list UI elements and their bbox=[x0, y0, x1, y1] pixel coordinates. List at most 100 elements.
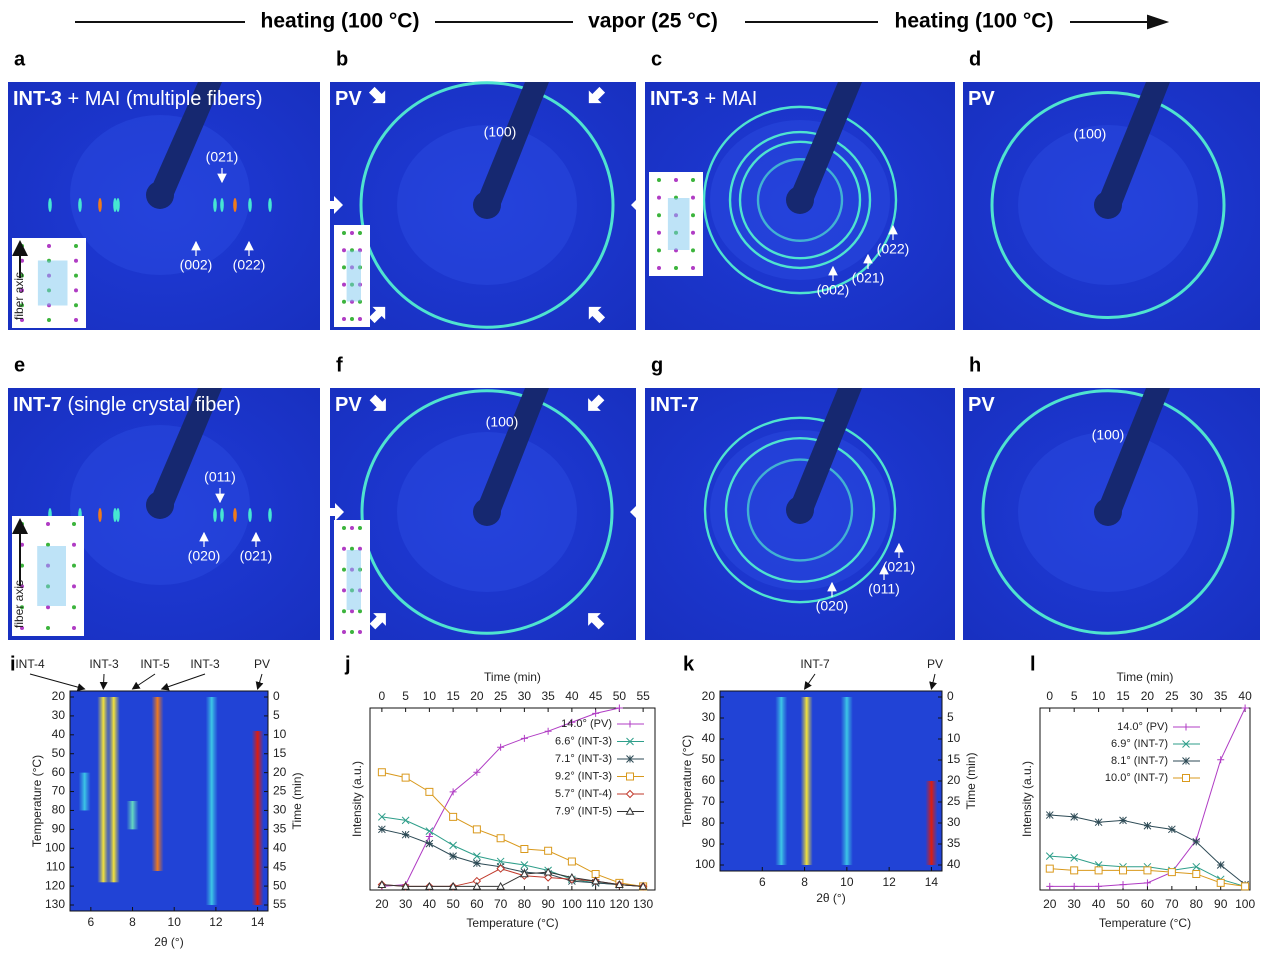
detector-image bbox=[963, 82, 1260, 330]
y2-axis-label: Time (min) bbox=[290, 773, 304, 830]
x2-tick-label: 40 bbox=[565, 689, 579, 703]
data-point bbox=[1045, 864, 1054, 873]
legend-marker bbox=[626, 772, 634, 781]
atom bbox=[342, 609, 346, 614]
panel-title-main: INT-7 bbox=[13, 394, 62, 416]
legend-label: 14.0° (PV) bbox=[561, 718, 612, 730]
indicator-arrow bbox=[631, 196, 650, 214]
peak-pointer bbox=[255, 673, 264, 690]
reflection-label: (021) bbox=[852, 270, 885, 286]
atom bbox=[74, 273, 78, 278]
y-axis-label: Intensity (a.u.) bbox=[1020, 761, 1034, 837]
atom bbox=[47, 318, 51, 322]
peak-pointer bbox=[160, 673, 206, 691]
data-point bbox=[1045, 811, 1054, 819]
beam-stop bbox=[788, 82, 862, 204]
data-point bbox=[567, 872, 577, 881]
legend-label: 5.7° (INT-4) bbox=[555, 788, 612, 800]
panel-title-main: PV bbox=[335, 394, 362, 416]
beam-stop-center bbox=[786, 496, 814, 524]
diffraction-ring bbox=[728, 130, 872, 270]
detector-image bbox=[8, 388, 320, 640]
atom bbox=[350, 317, 354, 321]
atom bbox=[657, 178, 661, 182]
fiber-reflection bbox=[116, 198, 120, 212]
data-point bbox=[520, 861, 529, 869]
x-tick-label: 30 bbox=[399, 897, 413, 911]
panel-title: PV bbox=[968, 88, 995, 110]
atom bbox=[72, 563, 76, 568]
atom bbox=[358, 231, 362, 235]
indicator-arrow bbox=[630, 503, 649, 521]
atom bbox=[72, 626, 76, 630]
panel-title: PV bbox=[335, 394, 362, 416]
data-point bbox=[401, 830, 410, 839]
beam-stop bbox=[788, 388, 862, 514]
y2-axis-label: Time (min) bbox=[964, 753, 978, 810]
heatmap-background bbox=[720, 691, 942, 871]
data-point bbox=[448, 881, 458, 890]
atom bbox=[74, 318, 78, 322]
x2-tick-label: 0 bbox=[379, 689, 386, 703]
y2-tick-label: 30 bbox=[947, 815, 961, 829]
data-point bbox=[544, 846, 553, 855]
reflection-label: (020) bbox=[188, 548, 221, 564]
legend-marker bbox=[1182, 723, 1190, 731]
panel-title-main: PV bbox=[335, 88, 362, 110]
legend-marker bbox=[625, 789, 635, 799]
legend-label: 10.0° (INT-7) bbox=[1105, 772, 1168, 784]
data-point bbox=[1192, 837, 1201, 846]
panel-letter: b bbox=[336, 48, 348, 70]
panel-title: INT-3 + MAI bbox=[650, 88, 757, 110]
x2-tick-label: 20 bbox=[1141, 689, 1155, 703]
data-point bbox=[425, 881, 434, 890]
beam-stop bbox=[148, 82, 222, 199]
data-point bbox=[1046, 882, 1054, 890]
panel-letter: l bbox=[1030, 653, 1036, 675]
atom bbox=[350, 609, 354, 614]
data-point bbox=[449, 841, 457, 850]
panel-letter: g bbox=[651, 354, 663, 376]
panel-title: PV bbox=[335, 88, 362, 110]
peak-label: INT-3 bbox=[89, 657, 119, 671]
atom bbox=[342, 630, 346, 634]
indicator-arrow bbox=[368, 306, 386, 324]
atom bbox=[74, 288, 78, 293]
data-point bbox=[1143, 821, 1152, 830]
data-point bbox=[377, 880, 387, 888]
legend-label: 7.1° (INT-3) bbox=[555, 753, 612, 765]
diffraction-ring bbox=[746, 458, 854, 562]
data-point bbox=[1119, 881, 1127, 889]
atom bbox=[342, 265, 346, 270]
data-point bbox=[496, 834, 505, 843]
reflection-label: (100) bbox=[484, 124, 517, 140]
x2-tick-label: 5 bbox=[402, 689, 409, 703]
data-point bbox=[591, 869, 600, 878]
y-tick-label: 20 bbox=[702, 689, 716, 703]
x2-tick-label: 45 bbox=[589, 689, 603, 703]
peak-label: PV bbox=[254, 657, 270, 671]
beam-stop-center bbox=[146, 181, 174, 209]
panel-letter: a bbox=[14, 48, 26, 70]
indicator-arrow bbox=[588, 86, 606, 104]
data-point bbox=[615, 880, 624, 888]
indicator-arrow bbox=[588, 613, 605, 630]
atom bbox=[342, 567, 346, 572]
heatmap-band bbox=[840, 697, 853, 865]
x-tick-label: 10 bbox=[168, 915, 182, 929]
y-tick-label: 90 bbox=[702, 836, 716, 850]
data-point bbox=[1192, 869, 1201, 878]
legend-marker bbox=[1182, 757, 1190, 765]
data-line bbox=[381, 871, 644, 887]
atom bbox=[657, 248, 661, 253]
data-point bbox=[1095, 882, 1103, 890]
fiber-reflection bbox=[78, 198, 82, 212]
atom bbox=[342, 299, 346, 304]
x-tick-label: 10 bbox=[840, 875, 854, 889]
y-tick-label: 50 bbox=[702, 752, 716, 766]
peak-label: INT-7 bbox=[800, 657, 830, 671]
indicator-arrow bbox=[324, 196, 343, 214]
panel-letter: i bbox=[10, 653, 16, 675]
peak-pointer bbox=[99, 673, 108, 690]
reflection-label: (002) bbox=[180, 257, 213, 273]
